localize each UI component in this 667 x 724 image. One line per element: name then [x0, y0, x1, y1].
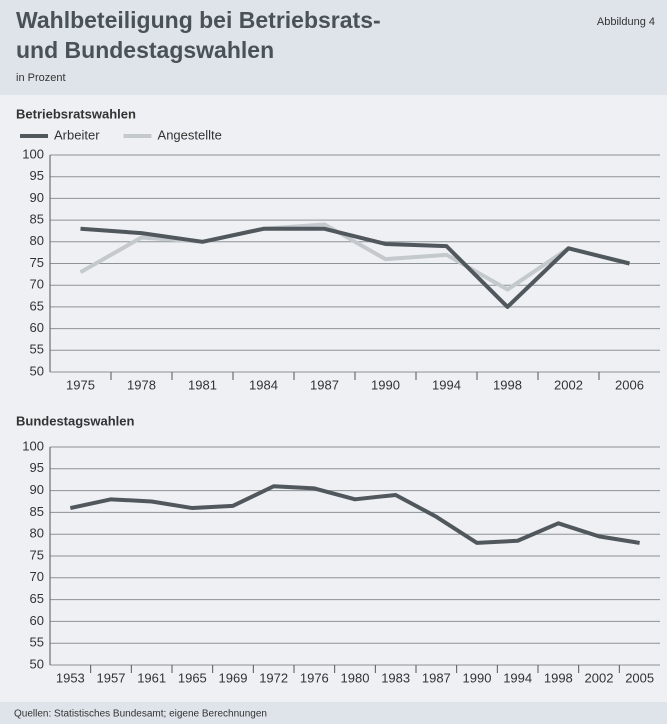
x-tick-label: 1990	[371, 377, 400, 392]
figure-label: Abbildung 4	[597, 16, 655, 28]
y-tick-label: 75	[30, 547, 44, 562]
x-tick-label: 1987	[310, 377, 339, 392]
x-tick-label: 1990	[463, 670, 492, 685]
x-tick-label: 1953	[56, 670, 85, 685]
x-tick-label: 1984	[249, 377, 278, 392]
x-tick-label: 1998	[493, 377, 522, 392]
y-tick-label: 80	[30, 526, 44, 541]
x-tick-label: 2005	[625, 670, 654, 685]
x-tick-label: 2006	[615, 377, 644, 392]
x-tick-label: 1965	[178, 670, 207, 685]
chart-title: Betriebsratswahlen	[16, 106, 136, 121]
y-tick-label: 90	[30, 482, 44, 497]
y-tick-label: 80	[30, 233, 44, 248]
line-series	[69, 484, 640, 545]
y-tick-label: 55	[30, 635, 44, 650]
x-tick-label: 2002	[585, 670, 614, 685]
x-tick-label: 1980	[341, 670, 370, 685]
y-tick-label: 60	[30, 320, 44, 335]
line-series	[79, 222, 630, 292]
y-tick-label: 95	[30, 168, 44, 183]
y-tick-label: 50	[30, 363, 44, 378]
y-tick-label: 70	[30, 569, 44, 584]
y-tick-label: 100	[22, 438, 44, 453]
y-tick-label: 75	[30, 255, 44, 270]
source: Quellen: Statistisches Bundesamt; eigene…	[14, 709, 267, 720]
y-tick-label: 65	[30, 591, 44, 606]
y-tick-label: 70	[30, 277, 44, 292]
y-tick-label: 90	[30, 190, 44, 205]
x-tick-label: 1981	[188, 377, 217, 392]
x-tick-label: 1972	[259, 670, 288, 685]
x-tick-label: 1994	[432, 377, 461, 392]
x-tick-label: 2002	[554, 377, 583, 392]
y-tick-label: 65	[30, 298, 44, 313]
y-tick-label: 55	[30, 342, 44, 357]
footer-band	[0, 702, 667, 724]
header-band	[0, 0, 667, 95]
legend-label: Angestellte	[158, 127, 222, 142]
x-tick-label: 1994	[503, 670, 532, 685]
y-tick-label: 60	[30, 613, 44, 628]
y-tick-label: 95	[30, 460, 44, 475]
legend-label: Arbeiter	[54, 127, 100, 142]
x-tick-label: 1998	[544, 670, 573, 685]
line-series	[80, 226, 630, 309]
x-tick-label: 1961	[137, 670, 166, 685]
x-tick-label: 1957	[97, 670, 126, 685]
subtitle: in Prozent	[16, 72, 66, 84]
y-tick-label: 85	[30, 504, 44, 519]
x-tick-label: 1978	[127, 377, 156, 392]
x-tick-label: 1983	[381, 670, 410, 685]
y-tick-label: 100	[22, 146, 44, 161]
chart-title: Bundestagswahlen	[16, 413, 135, 428]
title-line: und Bundestagswahlen	[16, 37, 274, 63]
x-tick-label: 1975	[66, 377, 95, 392]
x-tick-label: 1969	[219, 670, 248, 685]
x-tick-label: 1976	[300, 670, 329, 685]
title-line: Wahlbeteiligung bei Betriebsrats-	[16, 7, 381, 33]
y-tick-label: 50	[30, 656, 44, 671]
y-tick-label: 85	[30, 212, 44, 227]
x-tick-label: 1987	[422, 670, 451, 685]
